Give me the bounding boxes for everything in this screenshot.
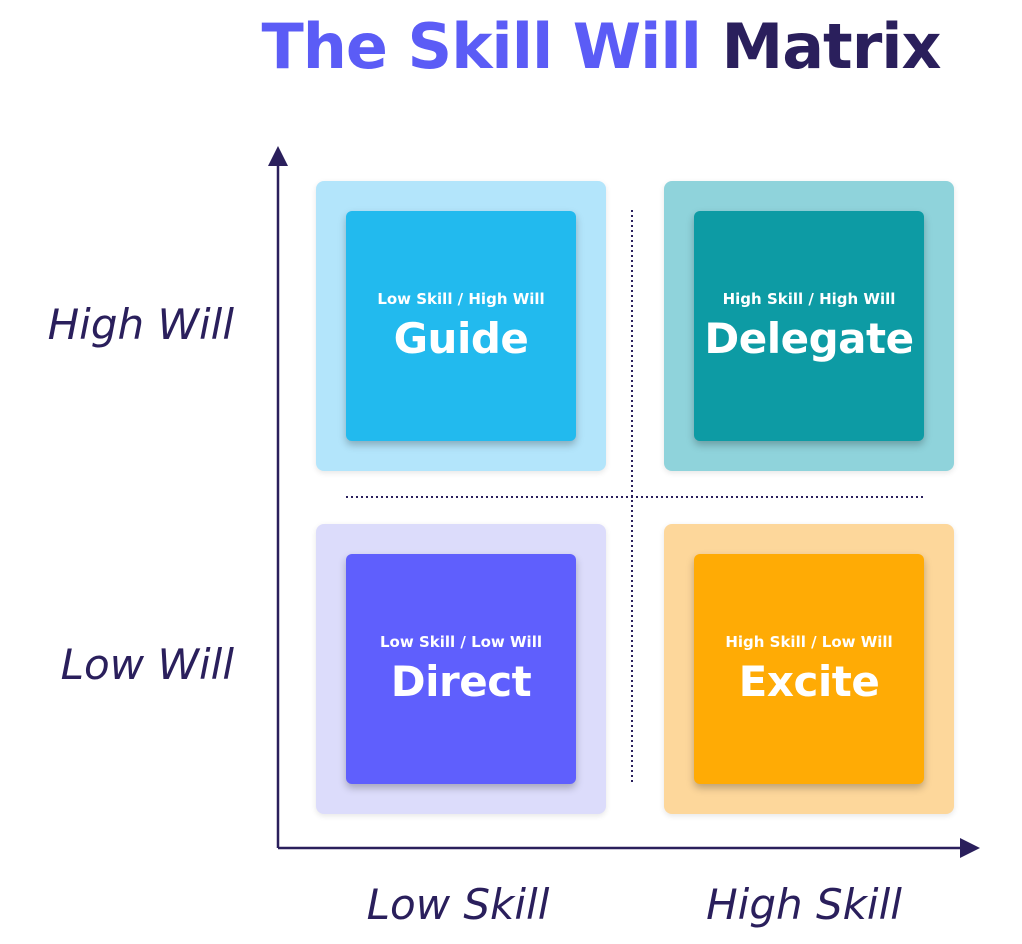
x-label-low-skill: Low Skill (366, 880, 550, 929)
quadrant-delegate: High Skill / High Will Delegate (664, 181, 954, 471)
quadrant-guide-subtitle: Low Skill / High Will (377, 289, 545, 308)
y-label-high-will: High Will (47, 300, 234, 349)
quadrant-direct: Low Skill / Low Will Direct (316, 524, 606, 814)
quadrant-excite-card: High Skill / Low Will Excite (694, 554, 924, 784)
y-label-low-will: Low Will (60, 640, 234, 689)
title-part-matrix: Matrix (721, 10, 942, 83)
quadrant-delegate-name: Delegate (704, 313, 914, 363)
quadrant-direct-subtitle: Low Skill / Low Will (380, 632, 542, 651)
page-title: The Skill Will Matrix (0, 10, 1022, 83)
quadrant-excite-name: Excite (738, 656, 880, 706)
y-axis-arrow-icon (268, 146, 288, 166)
quadrant-delegate-subtitle: High Skill / High Will (722, 289, 896, 308)
quadrant-direct-name: Direct (390, 656, 532, 706)
quadrant-guide: Low Skill / High Will Guide (316, 181, 606, 471)
quadrant-delegate-card: High Skill / High Will Delegate (694, 211, 924, 441)
quadrant-excite: High Skill / Low Will Excite (664, 524, 954, 814)
title-part-skill-will: The Skill Will (261, 10, 701, 83)
x-axis-arrow-icon (960, 838, 980, 858)
quadrant-excite-subtitle: High Skill / Low Will (725, 632, 893, 651)
x-label-high-skill: High Skill (706, 880, 902, 929)
quadrant-guide-name: Guide (393, 313, 529, 363)
quadrant-direct-card: Low Skill / Low Will Direct (346, 554, 576, 784)
quadrant-guide-card: Low Skill / High Will Guide (346, 211, 576, 441)
